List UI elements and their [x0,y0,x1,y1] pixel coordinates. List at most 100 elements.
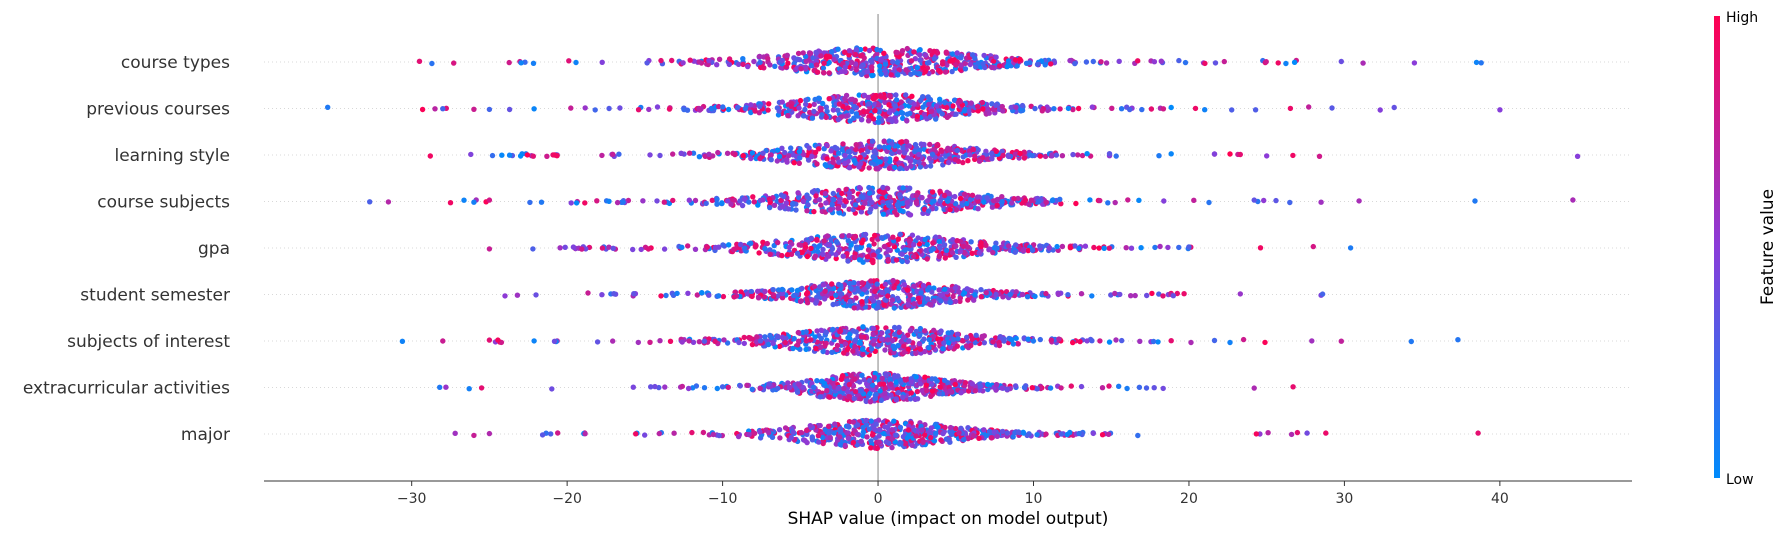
shap-point [747,336,754,342]
shap-point [544,153,550,159]
shap-point [1116,58,1122,64]
shap-point [945,145,951,151]
shap-point [881,430,887,437]
shap-point [678,150,684,156]
shap-point [937,96,943,103]
shap-point [1202,107,1208,113]
shap-point [848,285,854,292]
shap-point [860,194,866,201]
shap-point [1051,106,1057,112]
shap-point [804,208,810,214]
shap-point [804,296,810,303]
shap-point [852,51,859,58]
shap-point [1010,341,1017,347]
shap-point [562,244,568,250]
shap-point [1251,197,1257,203]
shap-point [1290,384,1296,390]
shap-point [927,163,934,169]
shap-point [859,299,865,305]
shap-point [1009,200,1015,206]
shap-point [906,297,912,303]
shap-point [784,52,790,58]
shap-point [947,58,953,64]
shap-point [780,193,787,200]
shap-point [911,301,917,307]
shap-point [828,49,835,55]
shap-point [1570,197,1576,203]
shap-point [887,194,893,200]
shap-point [835,107,841,113]
shap-point [866,165,872,171]
shap-point [791,160,797,166]
shap-point [741,334,747,341]
shap-point [858,334,865,340]
shap-point [897,192,903,198]
shap-point [884,185,891,192]
shap-point [762,334,768,340]
shap-point [837,291,843,297]
shap-point [941,99,948,105]
shap-point [1106,339,1113,345]
shap-point [879,375,885,382]
shap-point [654,198,660,204]
shap-point [849,96,856,103]
shap-point [999,199,1005,205]
shap-point [851,395,857,402]
shap-point [830,326,836,333]
shap-point [989,64,995,71]
shap-point [1101,245,1107,251]
shap-point [440,338,446,344]
shap-point [900,145,906,151]
shap-point [1099,432,1106,438]
shap-point [802,106,808,113]
shap-point [944,104,950,111]
shap-point [879,235,885,241]
shap-point [662,384,668,390]
shap-point [1026,201,1032,207]
shap-point [813,300,819,306]
shap-point [1168,338,1174,344]
shap-point [1124,385,1130,392]
shap-point [757,338,764,344]
shap-point [452,430,458,436]
shap-point [946,159,952,166]
shap-point [1047,385,1054,391]
shap-point [1128,293,1134,299]
shap-point [890,234,896,240]
shap-point [827,394,833,400]
shap-point [898,99,904,105]
shap-point [1150,338,1157,345]
shap-point [1091,244,1097,251]
shap-point [901,150,908,156]
shap-point [1043,431,1049,437]
shap-point [974,194,981,200]
shap-point [795,342,801,348]
shap-point [1306,104,1312,110]
shap-point [797,155,803,161]
shap-point [1057,196,1063,202]
colorbar-high-label: High [1726,10,1758,26]
shap-point [873,165,880,172]
shap-point [874,281,880,287]
shap-point [956,430,962,436]
shap-point [969,336,976,342]
shap-point [804,427,810,433]
shap-point [815,433,822,439]
shap-point [907,396,914,402]
shap-point [898,338,904,345]
shap-point [1391,104,1397,111]
shap-point [783,200,789,206]
shap-point [610,151,616,157]
shap-point [837,328,844,334]
shap-point [881,138,887,145]
shap-point [904,118,910,124]
shap-point [877,57,884,63]
shap-point [1109,105,1115,112]
shap-point [928,425,934,431]
shap-point [1012,151,1018,157]
shap-point [530,60,537,66]
shap-point [889,337,896,344]
shap-point [877,427,883,433]
shap-point [833,255,839,262]
shap-point [906,338,912,344]
